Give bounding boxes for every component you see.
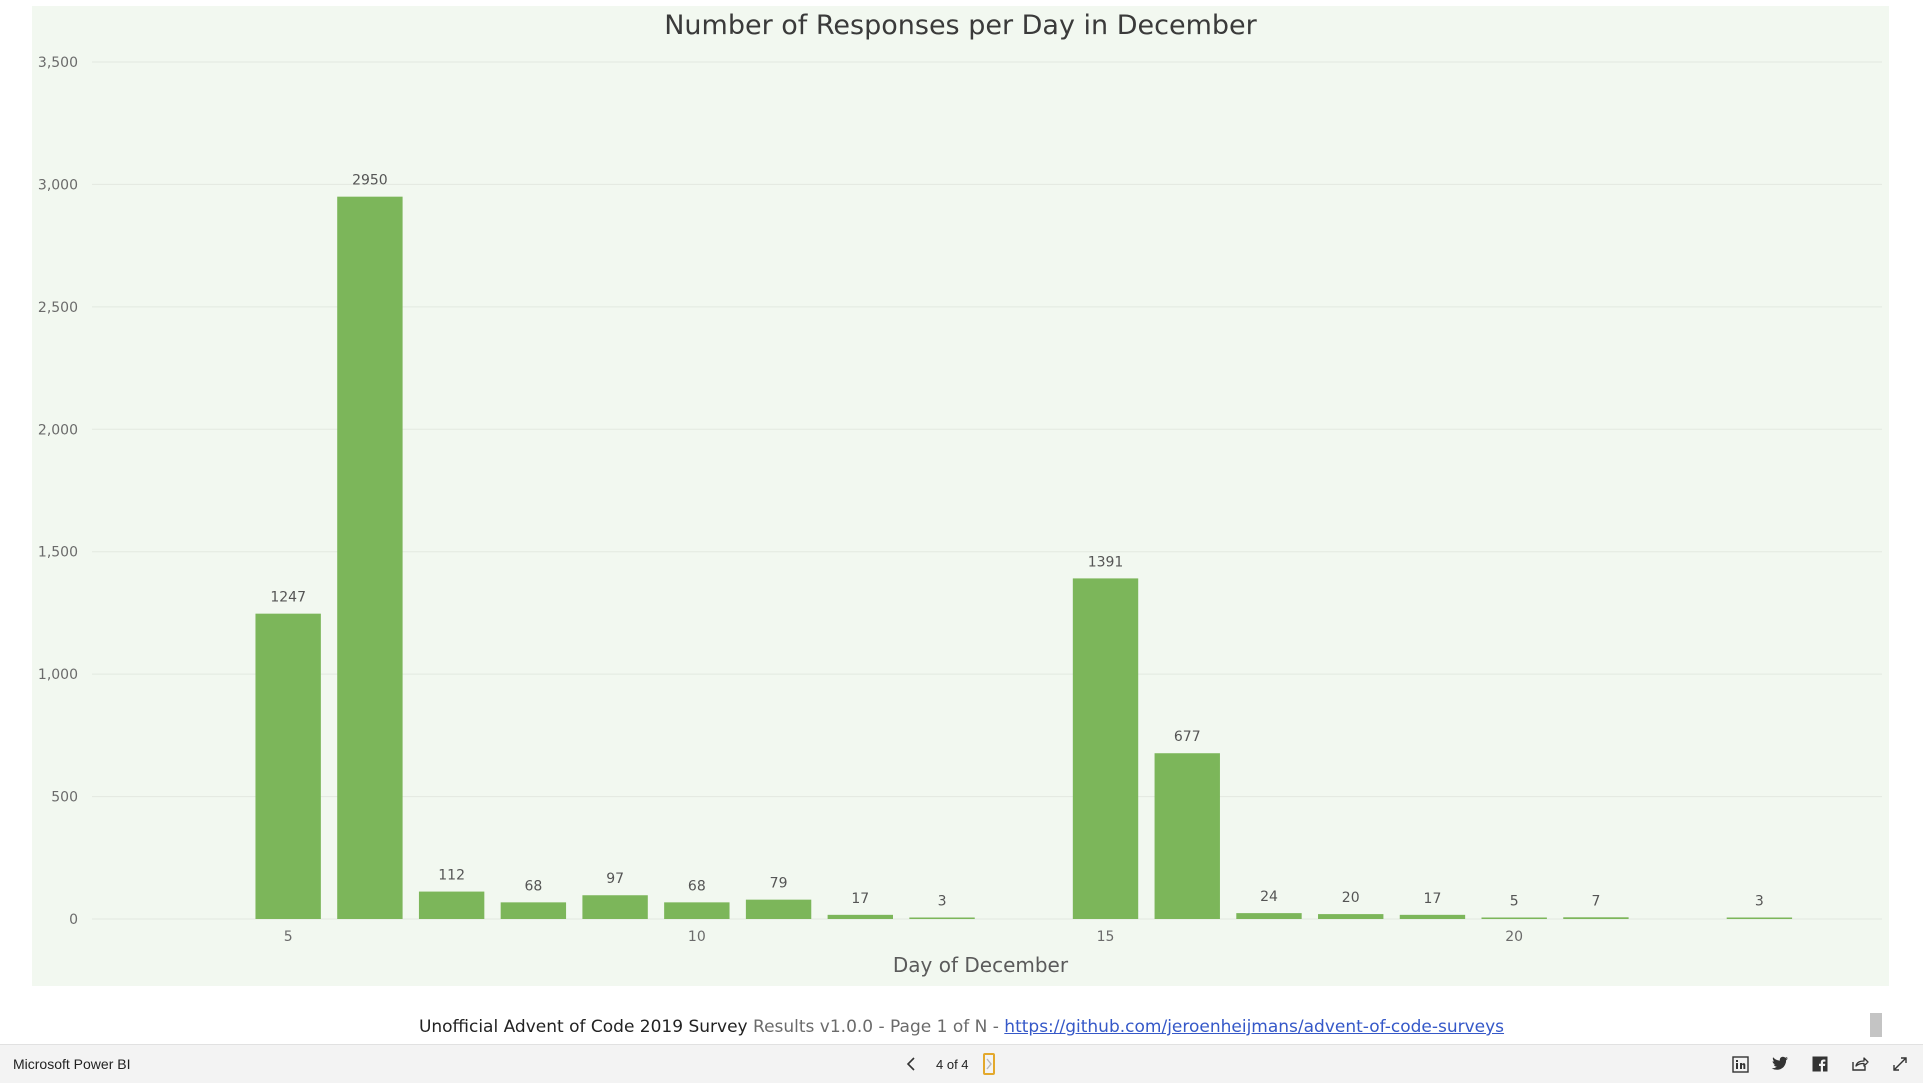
bar — [1072, 578, 1139, 919]
y-tick-label: 3,000 — [38, 177, 78, 193]
chevron-left-icon — [906, 1057, 915, 1071]
previous-page-button[interactable] — [900, 1053, 922, 1075]
footer-subtitle: Results v1.0.0 - Page 1 of N - — [753, 1017, 999, 1037]
x-tick-label: 15 — [1097, 929, 1115, 945]
bar-chart: 0 500 1,000 1,500 2,000 2,500 3,000 3,500 5 10 15 2… — [38, 55, 1882, 945]
data-label: 24 — [1260, 889, 1278, 905]
bar — [1481, 917, 1547, 919]
bar — [1154, 753, 1220, 919]
y-tick-label: 3,500 — [38, 55, 78, 71]
bar — [909, 917, 975, 919]
data-label: 17 — [851, 891, 869, 907]
bar — [745, 899, 812, 919]
x-tick-label: 20 — [1505, 929, 1523, 945]
data-label: 79 — [770, 876, 788, 892]
chevron-right-icon — [985, 1058, 992, 1070]
brand-label: Microsoft Power BI — [13, 1056, 131, 1072]
data-label: 1247 — [270, 590, 306, 606]
footer-link[interactable]: https://github.com/jeroenheijmans/advent… — [1004, 1017, 1505, 1037]
twitter-button[interactable] — [1769, 1053, 1791, 1075]
share-button[interactable] — [1849, 1053, 1871, 1075]
report-footer: Unofficial Advent of Code 2019 Survey Re… — [0, 1017, 1923, 1037]
bar — [1236, 913, 1302, 919]
y-tick-label: 0 — [69, 912, 78, 928]
fullscreen-button[interactable] — [1889, 1053, 1911, 1075]
bar — [1399, 914, 1466, 919]
data-label: 3 — [938, 894, 947, 910]
data-label: 20 — [1342, 890, 1360, 906]
fullscreen-icon — [1893, 1057, 1907, 1071]
y-tick-label: 1,000 — [38, 667, 78, 683]
data-label: 68 — [524, 878, 542, 894]
page-navigator: 4 of 4 — [900, 1052, 995, 1076]
x-tick-label: 5 — [284, 929, 293, 945]
footer-title: Unofficial Advent of Code 2019 Survey — [418, 1017, 748, 1037]
facebook-button[interactable] — [1809, 1053, 1831, 1075]
bar — [1726, 917, 1793, 919]
data-label: 97 — [606, 871, 624, 887]
y-tick-label: 2,000 — [38, 422, 78, 438]
chart-canvas: 0 500 1,000 1,500 2,000 2,500 3,000 3,500 5 10 15 2… — [32, 6, 1889, 986]
share-toolbar — [1711, 1053, 1911, 1075]
data-label: 1391 — [1088, 554, 1124, 570]
linkedin-button[interactable] — [1729, 1053, 1751, 1075]
y-tick-label: 2,500 — [38, 300, 78, 316]
bar — [337, 196, 403, 919]
data-label: 68 — [688, 878, 706, 894]
bar — [827, 914, 894, 919]
bar — [418, 891, 485, 919]
data-label: 112 — [438, 868, 465, 884]
x-axis-title: Day of December — [892, 953, 1069, 977]
bottom-bar: Microsoft Power BI 4 of 4 — [0, 1044, 1923, 1083]
bar — [1563, 917, 1629, 919]
facebook-icon — [1812, 1056, 1828, 1072]
bar — [500, 902, 567, 919]
bar — [1318, 914, 1384, 919]
chart-title: Number of Responses per Day in December — [664, 10, 1257, 41]
next-page-button[interactable] — [982, 1053, 995, 1075]
page-indicator: 4 of 4 — [936, 1056, 969, 1072]
share-icon — [1852, 1057, 1869, 1071]
y-tick-label: 500 — [51, 790, 78, 806]
bar — [255, 613, 321, 919]
data-label: 5 — [1510, 894, 1519, 910]
bar — [664, 902, 730, 919]
data-label: 677 — [1174, 729, 1201, 745]
linkedin-icon — [1731, 1055, 1749, 1073]
scrollbar-thumb[interactable] — [1870, 1013, 1882, 1037]
y-tick-label: 1,500 — [38, 545, 78, 561]
twitter-icon — [1771, 1056, 1788, 1070]
data-label: 3 — [1755, 894, 1764, 910]
data-label: 2950 — [352, 173, 388, 189]
bar — [582, 895, 648, 919]
x-tick-label: 10 — [688, 929, 706, 945]
data-label: 7 — [1591, 893, 1600, 909]
data-label: 17 — [1424, 891, 1442, 907]
